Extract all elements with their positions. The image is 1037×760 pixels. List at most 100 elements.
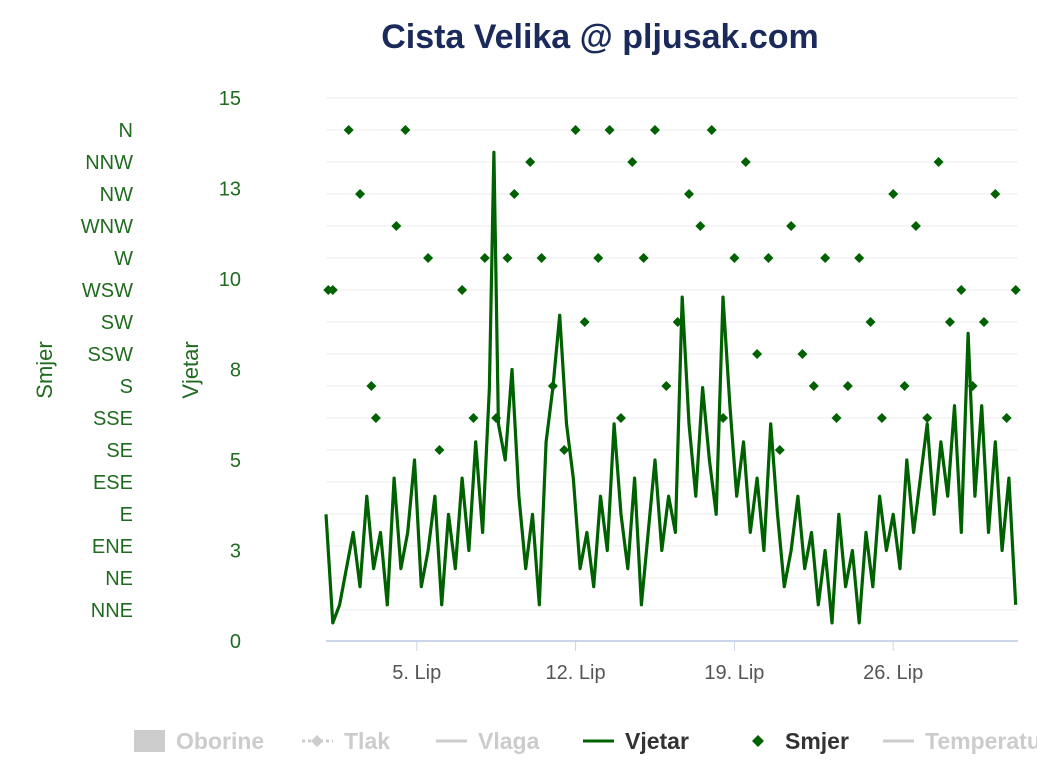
wind-tick-label: 5 bbox=[230, 450, 241, 472]
direction-point bbox=[740, 157, 751, 167]
direction-point bbox=[570, 125, 581, 135]
direction-point bbox=[967, 381, 978, 391]
direction-point bbox=[525, 157, 536, 167]
direction-tick-label: ENE bbox=[92, 536, 133, 558]
direction-point bbox=[922, 413, 933, 423]
x-tick-label: 26. Lip bbox=[863, 662, 923, 684]
wind-tick-label: 8 bbox=[230, 360, 241, 382]
direction-point bbox=[423, 253, 434, 263]
direction-point bbox=[752, 349, 763, 359]
direction-point bbox=[434, 445, 445, 455]
direction-tick-label: SSE bbox=[93, 408, 133, 430]
direction-point bbox=[343, 125, 354, 135]
direction-point bbox=[559, 445, 570, 455]
direction-point bbox=[1001, 413, 1012, 423]
direction-point bbox=[672, 317, 683, 327]
direction-point bbox=[876, 413, 887, 423]
direction-point bbox=[831, 413, 842, 423]
direction-point bbox=[899, 381, 910, 391]
direction-axis: N NNW NW WNW W WSW SW SSW S SSE SE ESE E ENE NE NNE bbox=[81, 120, 133, 622]
direction-point bbox=[763, 253, 774, 263]
legend-label: Vlaga bbox=[478, 728, 540, 754]
legend-label: Oborine bbox=[176, 728, 264, 754]
direction-point bbox=[370, 413, 381, 423]
direction-point bbox=[706, 125, 717, 135]
direction-tick-label: S bbox=[120, 376, 133, 398]
wind-tick-label: 10 bbox=[219, 269, 241, 291]
direction-point bbox=[502, 253, 513, 263]
direction-point bbox=[684, 189, 695, 199]
plot-area bbox=[323, 125, 1021, 625]
direction-tick-label: WSW bbox=[82, 280, 133, 302]
wind-series-line bbox=[324, 150, 1018, 625]
legend-label: Smjer bbox=[785, 728, 849, 754]
direction-point bbox=[400, 125, 411, 135]
wind-axis: 0 3 5 8 10 13 15 bbox=[219, 88, 241, 653]
chart-title: Cista Velika @ pljusak.com bbox=[381, 18, 819, 56]
direction-tick-label: WNW bbox=[81, 216, 133, 238]
direction-point bbox=[797, 349, 808, 359]
direction-point bbox=[468, 413, 479, 423]
legend: Oborine Tlak Vlaga Vjetar Smjer Temperatu bbox=[134, 728, 1037, 754]
direction-tick-label: SW bbox=[101, 312, 133, 334]
direction-point bbox=[786, 221, 797, 231]
direction-point bbox=[808, 381, 819, 391]
direction-point bbox=[820, 253, 831, 263]
direction-point bbox=[366, 381, 377, 391]
direction-tick-label: E bbox=[120, 504, 133, 526]
direction-point bbox=[956, 285, 967, 295]
legend-symbol bbox=[134, 730, 165, 752]
direction-point bbox=[910, 221, 921, 231]
direction-tick-label: W bbox=[114, 248, 133, 270]
direction-point bbox=[593, 253, 604, 263]
direction-point bbox=[638, 253, 649, 263]
legend-label: Temperatu bbox=[925, 728, 1037, 754]
x-tick-label: 5. Lip bbox=[392, 662, 441, 684]
direction-tick-label: ESE bbox=[93, 472, 133, 494]
direction-point bbox=[774, 445, 785, 455]
direction-tick-label: NNE bbox=[91, 600, 133, 622]
direction-point bbox=[536, 253, 547, 263]
direction-point bbox=[933, 157, 944, 167]
direction-point bbox=[978, 317, 989, 327]
legend-label: Tlak bbox=[344, 728, 390, 754]
direction-point bbox=[579, 317, 590, 327]
x-axis: 5. Lip 12. Lip 19. Lip 26. Lip bbox=[392, 641, 923, 684]
direction-tick-label: NNW bbox=[85, 152, 133, 174]
direction-point bbox=[604, 125, 615, 135]
direction-point bbox=[729, 253, 740, 263]
direction-axis-title: Smjer bbox=[32, 341, 57, 398]
wind-tick-label: 15 bbox=[219, 88, 241, 110]
direction-point bbox=[1010, 285, 1021, 295]
direction-point bbox=[944, 317, 955, 327]
direction-point bbox=[457, 285, 468, 295]
direction-point bbox=[615, 413, 626, 423]
direction-point bbox=[491, 413, 502, 423]
direction-point bbox=[854, 253, 865, 263]
direction-point bbox=[718, 413, 729, 423]
direction-tick-label: SE bbox=[106, 440, 133, 462]
direction-point bbox=[509, 189, 520, 199]
legend-symbol bbox=[311, 735, 323, 747]
wind-axis-title: Vjetar bbox=[178, 341, 203, 398]
legend-symbol bbox=[752, 735, 764, 747]
direction-tick-label: SSW bbox=[87, 344, 133, 366]
direction-point bbox=[990, 189, 1001, 199]
direction-point bbox=[391, 221, 402, 231]
direction-tick-label: NW bbox=[100, 184, 133, 206]
direction-point bbox=[695, 221, 706, 231]
direction-point bbox=[649, 125, 660, 135]
direction-point bbox=[661, 381, 672, 391]
direction-point bbox=[888, 189, 899, 199]
direction-tick-label: N bbox=[119, 120, 133, 142]
x-tick-label: 19. Lip bbox=[704, 662, 764, 684]
direction-point bbox=[627, 157, 638, 167]
wind-tick-label: 0 bbox=[230, 631, 241, 653]
direction-point bbox=[842, 381, 853, 391]
direction-point bbox=[547, 381, 558, 391]
x-tick-label: 12. Lip bbox=[546, 662, 606, 684]
direction-tick-label: NE bbox=[105, 568, 133, 590]
wind-tick-label: 3 bbox=[230, 541, 241, 563]
direction-point bbox=[355, 189, 366, 199]
